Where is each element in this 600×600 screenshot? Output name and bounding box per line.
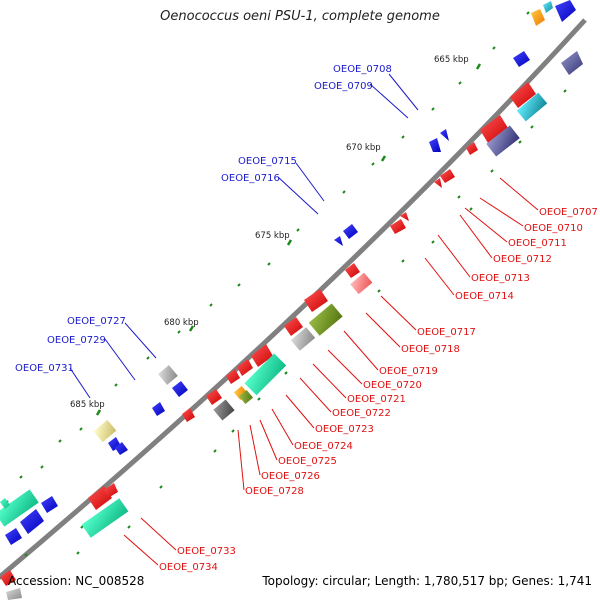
gene-label-oeoe-0714[interactable]: OEOE_0714 (455, 291, 514, 302)
gene-label-oeoe-0731[interactable]: OEOE_0731 (15, 363, 74, 374)
gene-label-oeoe-0724[interactable]: OEOE_0724 (294, 441, 353, 452)
gene-arrow[interactable] (440, 169, 455, 183)
gene-label-oeoe-0720[interactable]: OEOE_0720 (363, 380, 422, 391)
gene-arrow[interactable] (543, 1, 553, 13)
gene-arrow[interactable] (466, 142, 478, 155)
gene-box[interactable] (93, 419, 117, 443)
gene-box[interactable] (516, 92, 548, 122)
gene-label-oeoe-0712[interactable]: OEOE_0712 (493, 254, 552, 265)
gene-box[interactable] (350, 272, 373, 295)
forward-leader-lines (69, 73, 419, 399)
gene-label-oeoe-0734[interactable]: OEOE_0734 (159, 562, 218, 573)
gene-arrow[interactable] (104, 483, 118, 498)
gene-box[interactable] (213, 399, 235, 421)
gene-arrow[interactable] (343, 224, 358, 239)
gene-arrow[interactable] (182, 408, 195, 422)
kbp-label-685: 685 kbp (70, 400, 105, 410)
gene-label-oeoe-0726[interactable]: OEOE_0726 (261, 471, 320, 482)
gene-arrow[interactable] (284, 317, 303, 336)
gene-label-oeoe-0709[interactable]: OEOE_0709 (314, 81, 373, 92)
gene-arrow[interactable] (345, 263, 360, 278)
kbp-label-670: 670 kbp (346, 143, 381, 153)
gene-label-oeoe-0718[interactable]: OEOE_0718 (401, 344, 460, 355)
gene-arrow[interactable] (152, 402, 165, 416)
gene-box[interactable] (486, 125, 520, 157)
gene-label-oeoe-0716[interactable]: OEOE_0716 (221, 173, 280, 184)
gene-box[interactable] (0, 489, 39, 527)
gene-label-oeoe-0710[interactable]: OEOE_0710 (524, 223, 583, 234)
gene-box[interactable] (158, 365, 178, 385)
gene-label-oeoe-0733[interactable]: OEOE_0733 (177, 546, 236, 557)
gene-arrow[interactable] (251, 344, 273, 367)
kbp-label-675: 675 kbp (255, 231, 290, 241)
gene-label-oeoe-0722[interactable]: OEOE_0722 (332, 408, 391, 419)
gene-label-oeoe-0729[interactable]: OEOE_0729 (47, 335, 106, 346)
genome-backbone (0, 18, 587, 580)
gene-arrow[interactable] (390, 219, 406, 234)
gene-box[interactable] (238, 389, 254, 405)
gene-label-oeoe-0727[interactable]: OEOE_0727 (67, 316, 126, 327)
gene-arrow[interactable] (6, 588, 22, 600)
map-title: Oenococcus oeni PSU-1, complete genome (160, 9, 440, 24)
gene-label-oeoe-0721[interactable]: OEOE_0721 (347, 394, 406, 405)
gene-arrow[interactable] (513, 51, 530, 67)
gene-arrow[interactable] (434, 178, 442, 188)
gene-arrow[interactable] (510, 82, 536, 108)
gene-arrow[interactable] (334, 236, 343, 246)
gene-arrow[interactable] (480, 115, 508, 143)
gene-box[interactable] (81, 498, 129, 538)
gene-arrow[interactable] (531, 9, 545, 26)
gene-label-oeoe-0708[interactable]: OEOE_0708 (333, 64, 392, 75)
gene-arrow[interactable] (41, 496, 58, 513)
kbp-scale: 665 kbp 670 kbp 675 kbp 680 kbp 685 kbp (70, 55, 482, 416)
gene-label-oeoe-0707[interactable]: OEOE_0707 (539, 207, 598, 218)
gene-label-oeoe-0711[interactable]: OEOE_0711 (508, 238, 567, 249)
forward-gene-labels: OEOE_0708 OEOE_0709 OEOE_0715 OEOE_0716 … (15, 64, 392, 374)
gene-label-oeoe-0719[interactable]: OEOE_0719 (379, 366, 438, 377)
gene-label-oeoe-0713[interactable]: OEOE_0713 (471, 273, 530, 284)
gene-arrow[interactable] (400, 212, 409, 221)
gene-label-oeoe-0725[interactable]: OEOE_0725 (278, 456, 337, 467)
reverse-strand-genes (0, 51, 583, 600)
gene-arrow[interactable] (561, 51, 583, 75)
kbp-label-680: 680 kbp (164, 318, 199, 328)
gene-arrow[interactable] (115, 442, 128, 455)
gene-arrow[interactable] (429, 138, 441, 152)
gene-box[interactable] (308, 303, 343, 336)
gene-arrow[interactable] (0, 570, 16, 586)
gene-arrow[interactable] (304, 289, 328, 312)
gene-arrow[interactable] (237, 359, 253, 376)
gene-arrow[interactable] (555, 0, 576, 22)
gene-arrow[interactable] (206, 389, 222, 405)
reverse-gene-labels: OEOE_0707 OEOE_0710 OEOE_0711 OEOE_0712 … (159, 207, 598, 573)
gene-arrow[interactable] (0, 498, 10, 509)
forward-strand-genes (0, 0, 576, 545)
kbp-label-665: 665 kbp (434, 55, 469, 65)
gene-arrow[interactable] (172, 381, 188, 397)
accession-text: Accession: NC_008528 (8, 574, 145, 588)
gene-label-oeoe-0723[interactable]: OEOE_0723 (315, 424, 374, 435)
gene-arrow[interactable] (20, 509, 44, 534)
gene-label-oeoe-0715[interactable]: OEOE_0715 (238, 156, 297, 167)
gene-arrow[interactable] (5, 528, 22, 545)
gene-box[interactable] (244, 353, 287, 396)
gene-label-oeoe-0728[interactable]: OEOE_0728 (245, 486, 304, 497)
topology-text: Topology: circular; Length: 1,780,517 bp… (262, 574, 592, 588)
gene-arrow[interactable] (440, 129, 449, 141)
gene-arrow[interactable] (226, 369, 240, 384)
gene-label-oeoe-0717[interactable]: OEOE_0717 (417, 327, 476, 338)
gene-box[interactable] (290, 327, 316, 351)
reverse-leader-lines (123, 177, 539, 566)
